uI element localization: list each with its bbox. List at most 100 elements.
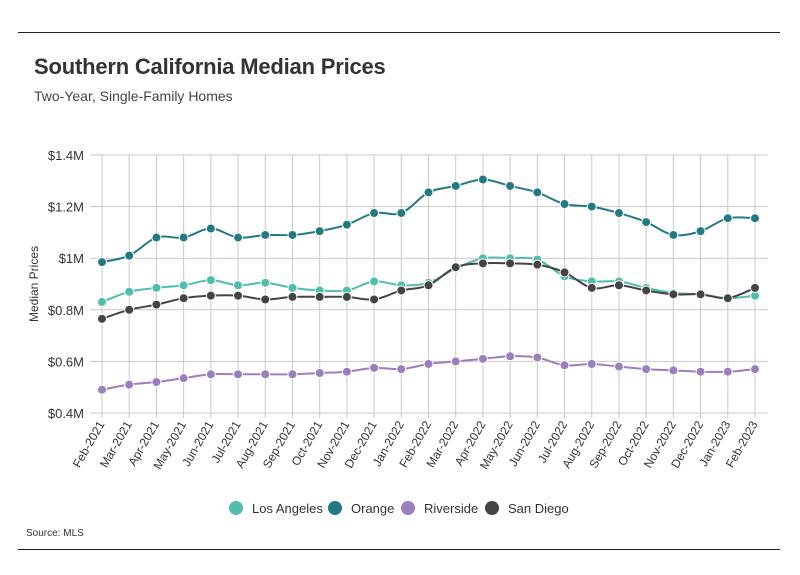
data-point-orange — [369, 208, 380, 219]
data-point-riverside — [532, 352, 543, 363]
data-point-riverside — [287, 369, 298, 380]
series-san-diego — [97, 258, 760, 324]
data-point-san-diego — [341, 291, 352, 302]
data-point-san-diego — [423, 280, 434, 291]
legend-label: San Diego — [508, 501, 569, 516]
data-point-riverside — [178, 373, 189, 384]
data-point-los-angeles — [97, 297, 107, 308]
y-tick-label: $1M — [59, 251, 84, 266]
data-point-san-diego — [178, 293, 189, 304]
data-point-riverside — [505, 351, 516, 362]
data-point-orange — [260, 229, 271, 240]
data-point-orange — [450, 180, 461, 191]
data-point-san-diego — [750, 282, 760, 293]
data-point-riverside — [369, 362, 380, 373]
data-point-san-diego — [668, 289, 679, 300]
data-point-orange — [722, 213, 733, 224]
data-point-los-angeles — [124, 286, 135, 297]
legend-item-riverside: Riverside — [401, 501, 478, 516]
data-point-orange — [205, 223, 216, 234]
legend-item-los-angeles: Los Angeles — [229, 501, 323, 516]
data-point-orange — [695, 226, 706, 237]
data-point-riverside — [396, 364, 407, 375]
data-point-san-diego — [559, 267, 570, 278]
data-point-san-diego — [613, 280, 624, 291]
data-point-los-angeles — [151, 282, 162, 293]
legend-item-orange: Orange — [328, 501, 394, 516]
legend-marker — [485, 501, 499, 515]
data-point-orange — [341, 219, 352, 230]
legend-label: Los Angeles — [252, 501, 323, 516]
data-point-orange — [613, 208, 624, 219]
data-point-riverside — [641, 364, 652, 375]
data-point-los-angeles — [260, 277, 271, 288]
data-point-san-diego — [450, 262, 461, 273]
data-point-riverside — [341, 366, 352, 377]
data-point-orange — [97, 257, 107, 268]
data-point-san-diego — [287, 291, 298, 302]
y-axis-label: Median Prices — [27, 246, 41, 322]
data-point-riverside — [695, 366, 706, 377]
data-point-san-diego — [396, 285, 407, 296]
data-point-orange — [396, 208, 407, 219]
series-riverside — [97, 351, 760, 395]
top-rule — [18, 32, 780, 33]
data-point-san-diego — [722, 293, 733, 304]
data-point-los-angeles — [205, 275, 216, 286]
data-point-los-angeles — [178, 280, 189, 291]
data-point-riverside — [151, 377, 162, 388]
chart-subtitle: Two-Year, Single-Family Homes — [34, 88, 233, 104]
data-point-orange — [314, 226, 325, 237]
data-point-orange — [124, 250, 135, 261]
data-point-orange — [559, 199, 570, 210]
data-point-san-diego — [477, 258, 488, 269]
series-lines — [97, 174, 760, 395]
data-point-riverside — [586, 358, 597, 369]
data-point-los-angeles — [287, 282, 298, 293]
data-point-san-diego — [97, 313, 107, 324]
data-point-los-angeles — [233, 280, 244, 291]
data-point-orange — [423, 187, 434, 198]
legend-marker — [401, 501, 415, 515]
data-point-orange — [641, 217, 652, 228]
data-point-riverside — [205, 369, 216, 380]
legend-marker — [328, 501, 342, 515]
data-point-riverside — [722, 366, 733, 377]
data-point-san-diego — [151, 299, 162, 310]
data-point-orange — [287, 229, 298, 240]
data-point-riverside — [613, 361, 624, 372]
data-point-san-diego — [532, 259, 543, 270]
data-point-riverside — [668, 365, 679, 376]
data-point-riverside — [750, 364, 760, 375]
data-point-los-angeles — [369, 276, 380, 287]
data-point-san-diego — [233, 290, 244, 301]
data-point-orange — [151, 232, 162, 243]
data-point-riverside — [97, 384, 107, 395]
legend-label: Riverside — [424, 501, 478, 516]
data-point-riverside — [260, 369, 271, 380]
data-point-orange — [505, 180, 516, 191]
y-tick-label: $1.4M — [48, 148, 84, 163]
data-point-riverside — [423, 358, 434, 369]
data-point-orange — [668, 229, 679, 240]
legend-item-san-diego: San Diego — [485, 501, 569, 516]
data-point-riverside — [124, 379, 135, 390]
data-point-san-diego — [124, 304, 135, 315]
data-point-riverside — [233, 369, 244, 380]
data-point-riverside — [450, 356, 461, 367]
y-tick-label: $0.4M — [48, 406, 84, 421]
y-tick-label: $0.8M — [48, 303, 84, 318]
data-point-riverside — [477, 353, 488, 364]
data-point-san-diego — [641, 285, 652, 296]
source-note: Source: MLS — [26, 528, 84, 539]
data-point-orange — [532, 187, 543, 198]
data-point-riverside — [314, 368, 325, 379]
legend: Los Angeles Orange Riverside San Diego — [229, 501, 569, 516]
data-point-san-diego — [695, 289, 706, 300]
legend-label: Orange — [351, 501, 394, 516]
chart-title: Southern California Median Prices — [34, 54, 386, 79]
legend-marker — [229, 501, 243, 515]
data-point-orange — [233, 232, 244, 243]
data-point-san-diego — [369, 294, 380, 305]
